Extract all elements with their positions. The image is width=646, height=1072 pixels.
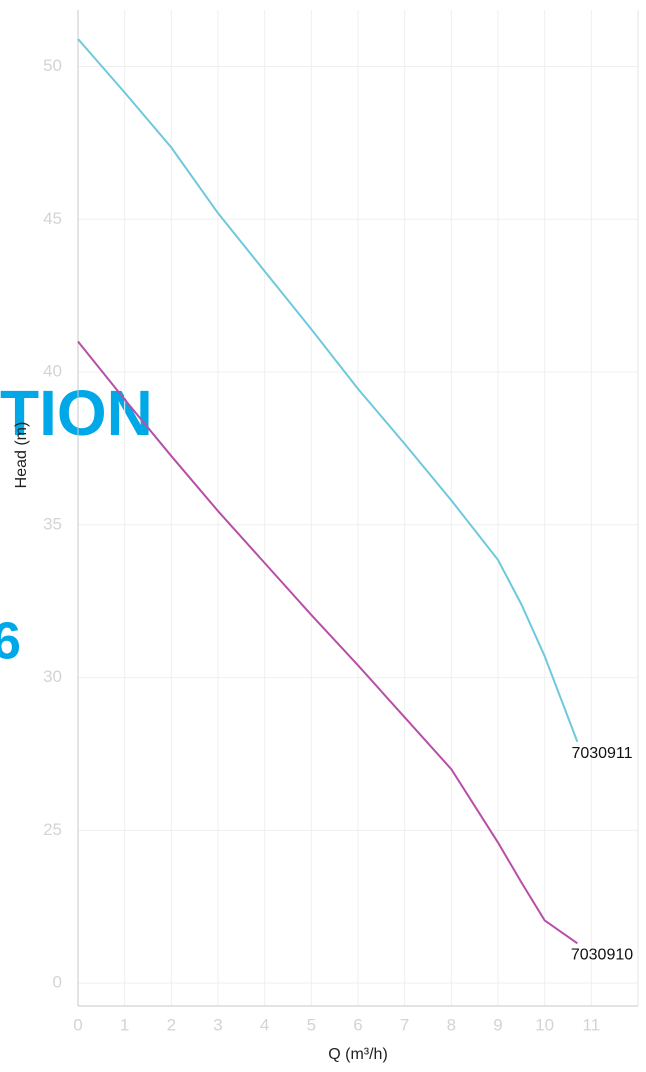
x-axis-title: Q (m³/h)	[328, 1046, 388, 1063]
y-tick-label: 0	[53, 973, 62, 992]
overlay-text: TION	[0, 377, 153, 449]
x-tick-label: 5	[307, 1015, 316, 1034]
y-tick-label: 30	[43, 667, 62, 686]
x-tick-label: 8	[447, 1015, 456, 1034]
x-tick-label: 11	[583, 1015, 601, 1034]
y-tick-label: 35	[43, 514, 62, 533]
y-tick-label: 45	[43, 209, 62, 228]
x-tick-label: 6	[353, 1015, 362, 1034]
y-tick-label: 50	[43, 56, 62, 75]
x-tick-label: 2	[167, 1015, 176, 1034]
series-label: 7030911	[571, 745, 632, 762]
x-tick-label: 0	[73, 1015, 82, 1034]
series-line	[77, 38, 579, 743]
x-tick-label: 4	[260, 1015, 269, 1034]
x-tick-label: 3	[213, 1015, 222, 1034]
x-tick-label: 7	[400, 1015, 409, 1034]
series-label: 7030910	[571, 947, 633, 964]
y-tick-label: 25	[43, 820, 62, 839]
y-axis-title: Head (m)	[13, 422, 30, 489]
y-tick-label: 40	[43, 362, 62, 381]
series-line	[77, 340, 578, 945]
x-tick-label: 10	[535, 1015, 554, 1034]
x-tick-label: 1	[120, 1015, 129, 1034]
overlay-text: 6	[0, 613, 21, 671]
x-tick-label: 9	[493, 1015, 502, 1034]
